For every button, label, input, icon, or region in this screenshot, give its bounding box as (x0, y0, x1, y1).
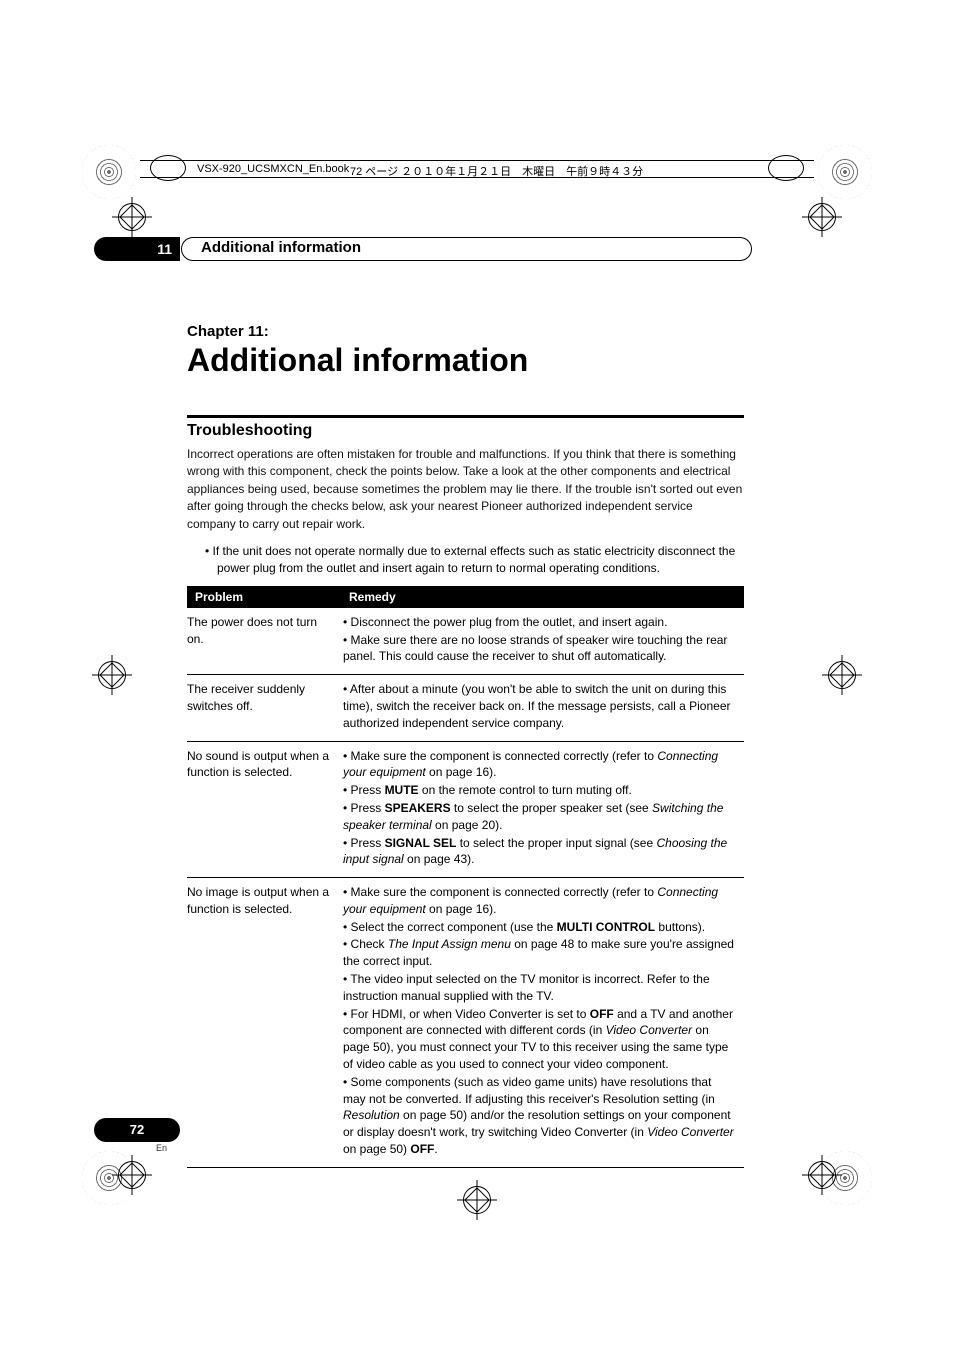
table-head-remedy: Remedy (341, 586, 744, 608)
table-row: The power does not turn on.Disconnect th… (187, 608, 744, 675)
table-row: No sound is output when a function is se… (187, 741, 744, 878)
remedy-cell: After about a minute (you won't be able … (341, 675, 744, 741)
header-oval (768, 155, 804, 181)
problem-cell: The receiver suddenly switches off. (187, 675, 341, 741)
problem-cell: No sound is output when a function is se… (187, 741, 341, 878)
table-row: No image is output when a function is se… (187, 878, 744, 1168)
page-content: 11 Additional information Chapter 11: Ad… (187, 237, 744, 1168)
registration-mark (818, 145, 872, 199)
problem-cell: The power does not turn on. (187, 608, 341, 675)
section-intro: Incorrect operations are often mistaken … (187, 446, 744, 533)
section-title: Troubleshooting (187, 422, 744, 440)
header-book: VSX-920_UCSMXCN_En.book (197, 163, 349, 175)
crop-cross (802, 1155, 842, 1195)
registration-mark (82, 145, 136, 199)
remedy-cell: Disconnect the power plug from the outle… (341, 608, 744, 675)
remedy-cell: Make sure the component is connected cor… (341, 741, 744, 878)
header-oval (150, 155, 186, 181)
chapter-prefix: Chapter 11: (187, 323, 744, 340)
chapter-header-bar: 11 Additional information (187, 237, 744, 263)
section-rule (187, 415, 744, 418)
table-row: The receiver suddenly switches off.After… (187, 675, 744, 741)
header-page-info: 72 ページ ２０１０年１月２１日 木曜日 午前９時４３分 (350, 163, 643, 179)
page-lang: En (156, 1143, 167, 1153)
crop-cross (802, 197, 842, 237)
crop-cross (112, 1155, 152, 1195)
crop-cross (92, 655, 132, 695)
problem-cell: No image is output when a function is se… (187, 878, 341, 1168)
header-rule (140, 160, 814, 161)
table-head-problem: Problem (187, 586, 341, 608)
crop-cross (822, 655, 862, 695)
troubleshooting-table: Problem Remedy The power does not turn o… (187, 586, 744, 1168)
crop-cross (457, 1180, 497, 1220)
crop-cross (112, 197, 152, 237)
chapter-number-pill: 11 (94, 237, 180, 261)
section-bullet: If the unit does not operate normally du… (187, 543, 744, 578)
page-number-pill: 72 (94, 1118, 180, 1142)
chapter-bar-label: Additional information (201, 239, 361, 256)
chapter-title: Additional information (187, 342, 744, 379)
remedy-cell: Make sure the component is connected cor… (341, 878, 744, 1168)
chapter-bracket (181, 237, 197, 261)
